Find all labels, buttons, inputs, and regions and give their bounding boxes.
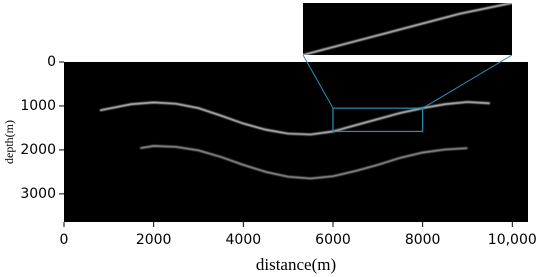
reflector-line bbox=[140, 145, 468, 180]
x-tick-label: 4000 bbox=[226, 232, 262, 248]
y-tick-label: 2000 bbox=[20, 142, 56, 158]
x-tick-label: 8000 bbox=[405, 232, 441, 248]
x-tick-label: 10,000 bbox=[488, 232, 537, 248]
plot-area bbox=[99, 101, 490, 180]
connector-line bbox=[422, 54, 513, 109]
x-tick-label: 2000 bbox=[136, 232, 172, 248]
x-tick-label: 6000 bbox=[315, 232, 351, 248]
x-axis-label: distance(m) bbox=[256, 255, 336, 274]
y-tick-label: 3000 bbox=[20, 186, 56, 202]
zoom-box bbox=[332, 107, 424, 133]
y-axis-label: depth(m) bbox=[2, 120, 16, 164]
x-tick-label: 0 bbox=[60, 232, 69, 248]
connector-line bbox=[302, 54, 334, 109]
y-tick-label: 0 bbox=[47, 54, 56, 70]
y-tick-label: 1000 bbox=[20, 98, 56, 114]
reflector-line bbox=[99, 101, 490, 136]
plot-background bbox=[64, 62, 528, 222]
